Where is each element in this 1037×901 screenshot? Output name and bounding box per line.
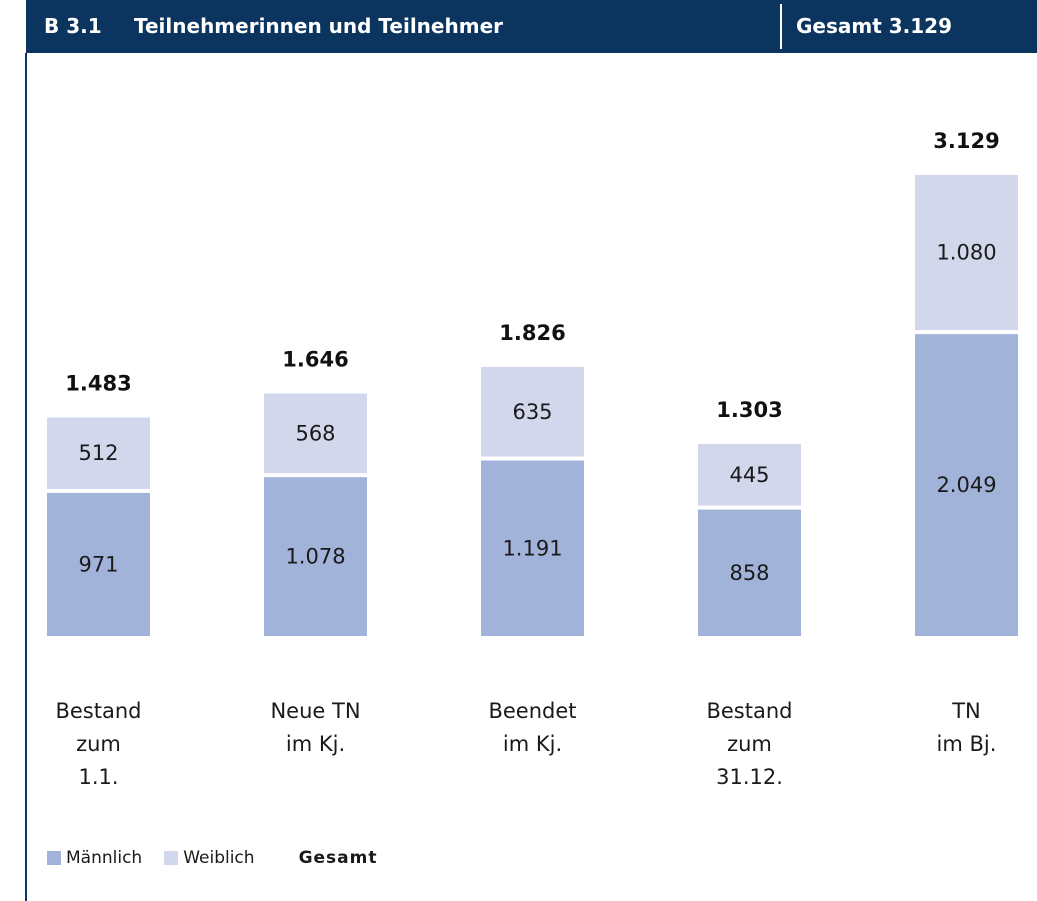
total-label: 1.303 <box>716 398 782 422</box>
value-label: 445 <box>729 463 769 487</box>
left-border <box>25 53 27 901</box>
total-label: 3.129 <box>933 129 999 153</box>
value-label: 1.191 <box>502 536 562 560</box>
x-tick-label: Neue TN im Kj. <box>270 699 361 756</box>
header-title: Teilnehmerinnen und Teilnehmer <box>134 14 503 38</box>
bar-segment <box>481 460 584 636</box>
value-label: 1.078 <box>285 545 345 569</box>
bar-segment <box>47 417 150 489</box>
header-total: Gesamt 3.129 <box>796 14 953 38</box>
value-label: 635 <box>512 400 552 424</box>
value-label: 971 <box>78 552 118 576</box>
legend-label: Weiblich <box>183 848 255 868</box>
value-label: 858 <box>729 561 769 585</box>
header: B 3.1 Teilnehmerinnen und Teilnehmer Ges… <box>26 0 1037 53</box>
legend-swatch <box>164 851 179 865</box>
total-label: 1.826 <box>499 321 565 345</box>
bar-segment <box>915 175 1018 331</box>
legend-swatch <box>47 851 61 865</box>
value-label: 1.080 <box>936 241 996 265</box>
bar-segment <box>481 366 584 457</box>
divider <box>780 4 782 49</box>
bar-segment <box>264 393 367 474</box>
value-label: 2.049 <box>936 473 996 497</box>
legend-label: Gesamt <box>298 848 378 868</box>
value-label: 512 <box>78 441 118 465</box>
legend: Männlich Weiblich Gesamt <box>47 848 377 868</box>
bar-segment <box>264 477 367 636</box>
bar-segment <box>698 444 801 506</box>
total-label: 1.646 <box>282 347 348 371</box>
x-tick-label: Beendet im Kj. <box>488 699 577 756</box>
header-code: B 3.1 <box>44 14 102 38</box>
x-tick-label: TN im Bj. <box>936 699 997 756</box>
total-label: 1.483 <box>65 372 131 396</box>
x-tick-label: Bestand zum 1.1. <box>55 699 142 789</box>
bar-segment <box>47 492 150 636</box>
bar-segment <box>698 509 801 636</box>
bar-segment <box>915 334 1018 636</box>
value-label: 568 <box>295 421 335 445</box>
x-tick-label: Bestand zum 31.12. <box>706 699 793 789</box>
legend-label: Männlich <box>66 848 143 868</box>
